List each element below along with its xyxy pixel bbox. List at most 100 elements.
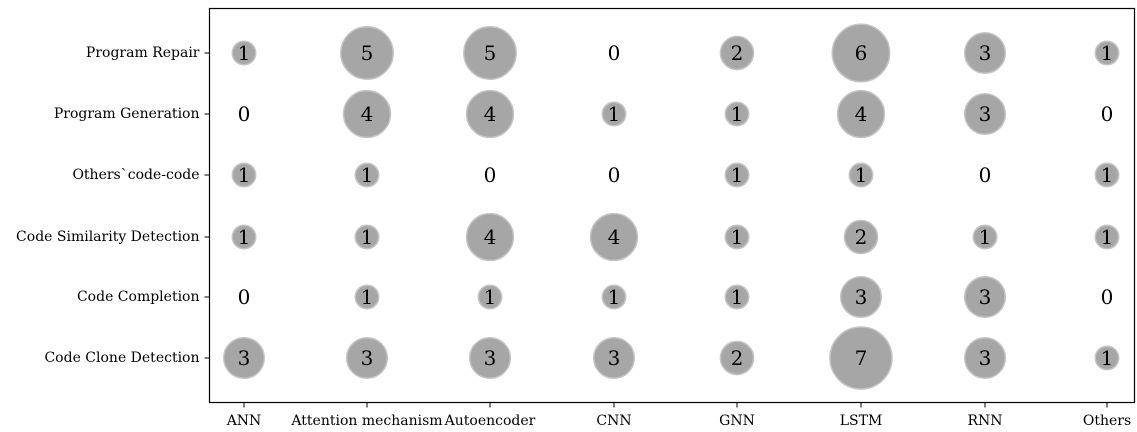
bubble-value-label: 0 [608,163,621,187]
y-tick-label: Code Completion [77,289,200,305]
bubble-mark [963,31,1007,75]
bubble-value-label: 1 [979,225,992,249]
bubble-value-label: 0 [979,163,992,187]
bubble-value-label: 4 [855,102,868,126]
bubble-mark [1094,224,1120,250]
bubble-value-label: 1 [1101,225,1114,249]
bubble-value-label: 1 [361,285,374,309]
bubble-mark [468,336,512,380]
bubble-mark [354,224,380,250]
bubble-mark [589,212,639,262]
bubble-value-label: 2 [855,225,868,249]
bubble-mark [463,26,517,80]
y-tick-label: Others`code-code [72,167,199,183]
bubble-mark [848,162,874,188]
bubble-value-label: 2 [731,346,744,370]
bubble-value-label: 3 [979,346,992,370]
bubble-value-label: 0 [238,102,251,126]
x-tick-label: Others [1083,413,1131,429]
bubble-value-label: 7 [855,346,868,370]
bubble-mark [719,35,755,71]
bubble-mark [601,101,627,127]
bubble-value-label: 1 [238,41,251,65]
bubble-mark [724,224,750,250]
bubble-value-label: 1 [361,225,374,249]
bubble-value-label: 1 [731,163,744,187]
bubble-mark [831,23,891,83]
bubble-value-label: 4 [361,102,374,126]
bubble-mark [345,336,389,380]
bubble-mark [342,89,392,139]
bubble-mark [829,326,893,390]
bubble-value-label: 0 [608,41,621,65]
bubble-value-label: 1 [238,225,251,249]
bubble-value-label: 3 [484,346,497,370]
bubble-mark [719,340,755,376]
bubble-value-label: 1 [608,285,621,309]
bubble-value-label: 1 [238,163,251,187]
x-tick-label: RNN [967,413,1002,429]
bubble-mark [972,224,998,250]
bubble-mark [724,101,750,127]
bubble-mark [724,284,750,310]
bubble-mark [231,162,257,188]
bubble-value-label: 3 [608,346,621,370]
bubble-value-label: 2 [731,41,744,65]
bubble-value-label: 3 [979,285,992,309]
bubble-value-label: 0 [484,163,497,187]
bubble-value-label: 3 [238,346,251,370]
bubble-value-label: 0 [238,285,251,309]
x-axis-ticks: ANN Attention mechanism Autoencoder CNN GNN L… [226,402,1131,429]
bubble-value-label: 1 [1101,346,1114,370]
bubble-value-label: 1 [855,163,868,187]
plot-frame [208,7,1136,404]
bubble-value-label: 1 [608,102,621,126]
bubble-value-label: 1 [1101,163,1114,187]
bubble-value-label: 1 [361,163,374,187]
bubble-mark [1094,40,1120,66]
x-tick-label: LSTM [840,413,883,429]
bubble-mark [231,224,257,250]
bubble-value-label: 1 [1101,41,1114,65]
bubble-value-label: 3 [979,102,992,126]
bubble-value-label: 1 [731,102,744,126]
bubble-value-label: 5 [484,41,497,65]
bubble-mark [231,40,257,66]
bubble-mark [1094,345,1120,371]
x-tick-label: CNN [596,413,631,429]
bubble-value-label: 0 [1101,285,1114,309]
y-tick-label: Program Generation [54,106,200,122]
bubble-mark [592,336,636,380]
y-tick-label: Code Similarity Detection [16,229,199,245]
bubble-mark [963,275,1007,319]
bubble-mark [963,336,1007,380]
y-tick-label: Code Clone Detection [44,350,199,366]
x-tick-label: Attention mechanism [290,413,442,429]
bubble-value-label: 3 [979,41,992,65]
bubble-mark [836,89,886,139]
bubble-mark [1094,162,1120,188]
bubble-mark [601,284,627,310]
bubble-value-label: 0 [1101,102,1114,126]
bubble-value-label: 3 [361,346,374,370]
bubble-value-label: 4 [484,225,497,249]
bubble-mark [839,275,883,319]
bubble-value-label: 4 [484,102,497,126]
bubble-mark [465,212,515,262]
bubble-value-label: 1 [731,285,744,309]
bubble-value-label: 1 [731,225,744,249]
bubble-mark [354,162,380,188]
y-tick-label: Program Repair [86,45,200,61]
bubble-mark [340,26,394,80]
bubble-mark [963,92,1007,136]
bubble-layer: 1 5 5 0 2 6 3 1 0 4 4 1 1 4 3 0 1 1 0 0 1 1 0 1 1 1 4 4 1 2 1 1 0 1 1 1 1 3 3 0… [222,23,1120,390]
bubble-value-label: 1 [484,285,497,309]
bubble-value-label: 5 [361,41,374,65]
x-tick-label: GNN [719,413,755,429]
bubble-mark [477,284,503,310]
bubble-mark [222,336,266,380]
bubble-mark [465,89,515,139]
x-tick-label: ANN [226,413,262,429]
bubble-mark [354,284,380,310]
